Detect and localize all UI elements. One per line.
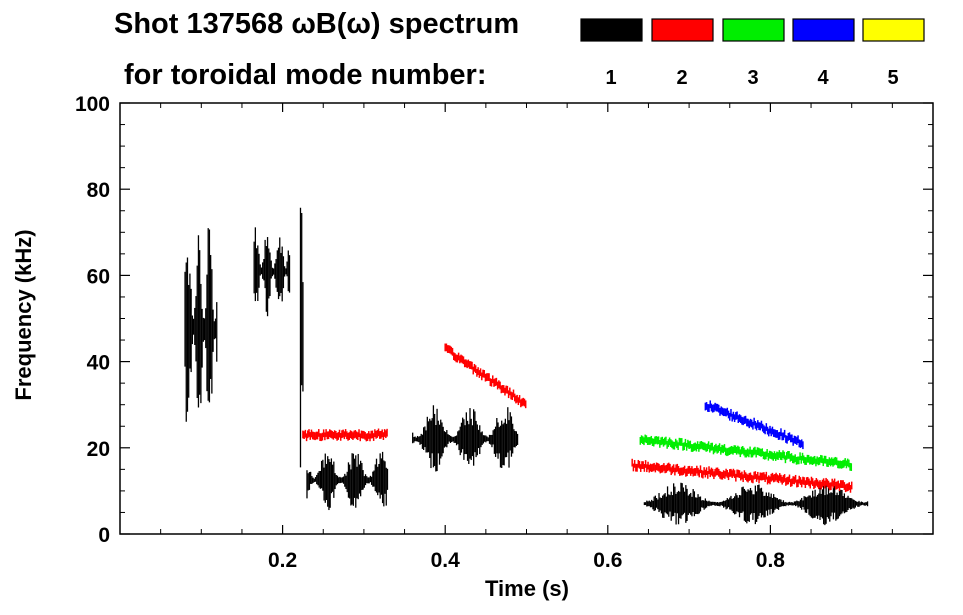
y-tick-label: 100 (75, 93, 110, 116)
series-mode-2 (302, 428, 388, 442)
chart-title-line2: for toroidal mode number: (124, 59, 487, 91)
x-axis-label: Time (s) (485, 576, 569, 601)
y-tick-label: 40 (87, 352, 110, 375)
y-tick-label: 0 (98, 524, 110, 547)
mode-legend: 1 2 3 4 5 (580, 18, 925, 89)
series-mode-1 (643, 482, 869, 526)
series-mode-2 (444, 343, 527, 409)
legend-label-mode-5: 5 (887, 67, 898, 89)
x-tick-label: 0.2 (268, 549, 297, 572)
series-mode-2 (631, 458, 853, 493)
legend-swatch-mode-5 (862, 18, 925, 42)
y-axis-label: Frequency (kHz) (11, 229, 36, 400)
x-tick-label: 0.8 (756, 549, 786, 572)
spectrogram-data (184, 207, 869, 526)
legend-label-mode-3: 3 (747, 67, 758, 89)
legend-label-mode-1: 1 (605, 67, 616, 89)
legend-label-mode-2: 2 (676, 67, 687, 89)
series-mode-4 (704, 400, 804, 450)
legend-label-mode-4: 4 (817, 67, 829, 89)
legend-swatch-mode-3 (722, 18, 785, 42)
axis-ticks: 0.2 0.4 0.6 0.8 0 20 40 60 80 100 (75, 93, 933, 572)
series-mode-3 (639, 434, 853, 471)
legend-swatch-mode-4 (792, 18, 855, 42)
series-mode-1 (412, 405, 519, 472)
series-mode-1 (184, 228, 218, 422)
x-tick-label: 0.4 (431, 549, 461, 572)
series-mode-1 (306, 451, 389, 511)
y-tick-label: 80 (87, 179, 110, 202)
legend-swatch-mode-2 (651, 18, 714, 42)
y-tick-label: 60 (87, 265, 110, 288)
chart-title-line1: Shot 137568 ωB(ω) spectrum (114, 8, 519, 40)
series-mode-1 (299, 207, 304, 468)
y-tick-label: 20 (87, 438, 110, 461)
x-tick-label: 0.6 (593, 549, 622, 572)
plot-frame (119, 102, 934, 535)
series-mode-1 (253, 227, 291, 317)
legend-swatch-mode-1 (580, 18, 643, 42)
